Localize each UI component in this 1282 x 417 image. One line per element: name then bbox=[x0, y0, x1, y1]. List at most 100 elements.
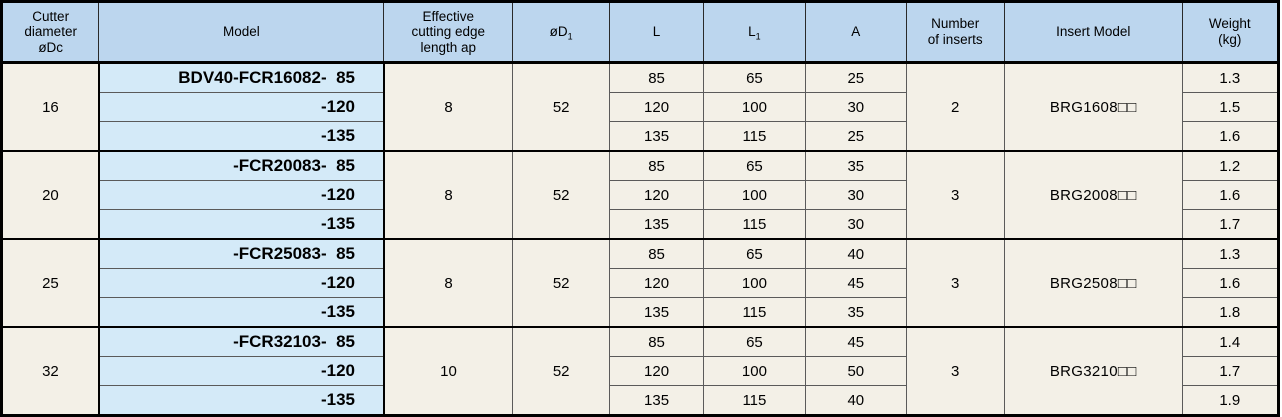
cell-weight: 1.2 bbox=[1181, 150, 1280, 181]
cell-weight: 1.8 bbox=[1181, 297, 1280, 328]
cell-model: -135 bbox=[97, 209, 385, 240]
cell-model: -135 bbox=[97, 121, 385, 152]
table-row: 32 -FCR32103- 85 10 52 85 65 45 3 BRG321… bbox=[0, 326, 1280, 416]
cell-A: 25 bbox=[805, 61, 907, 93]
cell-weight: 1.9 bbox=[1181, 385, 1280, 416]
cell-number-of-inserts: 3 bbox=[905, 238, 1005, 328]
cell-L: 120 bbox=[609, 356, 704, 386]
cell-model: -135 bbox=[97, 297, 385, 328]
cell-weight: 1.7 bbox=[1181, 209, 1280, 240]
cell-insert-model: BRG1608□□ bbox=[1003, 61, 1183, 152]
cell-model: -120 bbox=[97, 268, 385, 298]
col-header-L1: L1 bbox=[702, 1, 807, 63]
cell-model: -120 bbox=[97, 92, 385, 122]
cell-weight: 1.5 bbox=[1181, 92, 1280, 122]
cell-L1: 100 bbox=[702, 92, 807, 122]
cell-A: 40 bbox=[805, 238, 907, 269]
cell-d1: 52 bbox=[511, 238, 611, 328]
cell-insert-model: BRG2008□□ bbox=[1003, 150, 1183, 240]
cell-cutter-diameter: 20 bbox=[0, 150, 100, 240]
cell-L: 85 bbox=[609, 150, 704, 181]
col-header-insert-model: Insert Model bbox=[1003, 1, 1183, 63]
cell-d1: 52 bbox=[511, 150, 611, 240]
cell-number-of-inserts: 3 bbox=[905, 326, 1005, 416]
cell-cutter-diameter: 25 bbox=[0, 238, 100, 328]
table-row: -120 120 100 50 1.7 bbox=[2, 356, 1280, 386]
cell-A: 25 bbox=[805, 121, 907, 152]
col-header-A: A bbox=[805, 1, 907, 63]
cell-L: 135 bbox=[609, 121, 704, 152]
cell-L1: 100 bbox=[702, 180, 807, 210]
cell-weight: 1.6 bbox=[1181, 268, 1280, 298]
cell-A: 40 bbox=[805, 385, 907, 416]
cell-L1: 65 bbox=[702, 238, 807, 269]
table-row: -135 135 115 25 1.6 bbox=[2, 121, 1280, 152]
cell-L1: 65 bbox=[702, 150, 807, 181]
cell-L1: 65 bbox=[702, 326, 807, 357]
cell-L: 85 bbox=[609, 238, 704, 269]
cell-L1: 115 bbox=[702, 121, 807, 152]
table-row: -120 120 100 30 1.5 bbox=[2, 92, 1280, 122]
cell-L: 135 bbox=[609, 209, 704, 240]
cell-L: 135 bbox=[609, 385, 704, 416]
cell-weight: 1.6 bbox=[1181, 121, 1280, 152]
cell-L: 120 bbox=[609, 268, 704, 298]
cell-L: 120 bbox=[609, 92, 704, 122]
cell-weight: 1.6 bbox=[1181, 180, 1280, 210]
cell-weight: 1.7 bbox=[1181, 356, 1280, 386]
cell-d1: 52 bbox=[511, 326, 611, 416]
table-row: 20 -FCR20083- 85 8 52 85 65 35 3 BRG2008… bbox=[0, 150, 1280, 240]
col-header-model: Model bbox=[98, 1, 385, 63]
col-header-d1: øD1 bbox=[511, 1, 611, 63]
col-header-L: L bbox=[609, 1, 704, 63]
cell-number-of-inserts: 2 bbox=[905, 61, 1005, 152]
cell-model: -135 bbox=[97, 385, 385, 416]
cell-A: 30 bbox=[805, 92, 907, 122]
cell-L: 85 bbox=[609, 61, 704, 93]
cell-insert-model: BRG3210□□ bbox=[1003, 326, 1183, 416]
table-row: -135 135 115 35 1.8 bbox=[2, 297, 1280, 328]
cell-model: -120 bbox=[97, 356, 385, 386]
cell-A: 35 bbox=[805, 150, 907, 181]
col-header-cutter-diameter: Cutter diameter øDc bbox=[0, 1, 100, 63]
cell-L1: 100 bbox=[702, 268, 807, 298]
cell-L1: 65 bbox=[702, 61, 807, 93]
cell-ap: 10 bbox=[383, 326, 513, 416]
cell-L: 85 bbox=[609, 326, 704, 357]
cell-number-of-inserts: 3 bbox=[905, 150, 1005, 240]
table-row: -120 120 100 45 1.6 bbox=[2, 268, 1280, 298]
cell-L1: 115 bbox=[702, 297, 807, 328]
table-row: 25 -FCR25083- 85 8 52 85 65 40 3 BRG2508… bbox=[0, 238, 1280, 328]
cell-A: 45 bbox=[805, 326, 907, 357]
table-row: -135 135 115 30 1.7 bbox=[2, 209, 1280, 240]
cell-cutter-diameter: 16 bbox=[0, 61, 100, 152]
col-header-weight: Weight (kg) bbox=[1181, 1, 1280, 63]
cell-model: -FCR20083- 85 bbox=[97, 150, 385, 181]
table-row: 16 BDV40-FCR16082- 85 8 52 85 65 25 2 BR… bbox=[0, 61, 1280, 152]
cell-model: -FCR32103- 85 bbox=[97, 326, 385, 357]
cell-L: 120 bbox=[609, 180, 704, 210]
cell-L1: 115 bbox=[702, 385, 807, 416]
cell-model: BDV40-FCR16082- 85 bbox=[97, 61, 385, 93]
col-header-ap: Effective cutting edge length ap bbox=[383, 1, 513, 63]
cell-cutter-diameter: 32 bbox=[0, 326, 100, 416]
cell-A: 30 bbox=[805, 180, 907, 210]
cell-ap: 8 bbox=[383, 238, 513, 328]
cell-L: 135 bbox=[609, 297, 704, 328]
col-header-number-of-inserts: Number of inserts bbox=[905, 1, 1005, 63]
cell-L1: 100 bbox=[702, 356, 807, 386]
cell-weight: 1.3 bbox=[1181, 238, 1280, 269]
cell-ap: 8 bbox=[383, 150, 513, 240]
cell-weight: 1.3 bbox=[1181, 61, 1280, 93]
cell-weight: 1.4 bbox=[1181, 326, 1280, 357]
table-header: Cutter diameter øDc Model Effective cutt… bbox=[0, 1, 1280, 63]
cell-A: 50 bbox=[805, 356, 907, 386]
cell-A: 30 bbox=[805, 209, 907, 240]
table-row: -120 120 100 30 1.6 bbox=[2, 180, 1280, 210]
cell-A: 35 bbox=[805, 297, 907, 328]
cell-insert-model: BRG2508□□ bbox=[1003, 238, 1183, 328]
cell-d1: 52 bbox=[511, 61, 611, 152]
cell-L1: 115 bbox=[702, 209, 807, 240]
